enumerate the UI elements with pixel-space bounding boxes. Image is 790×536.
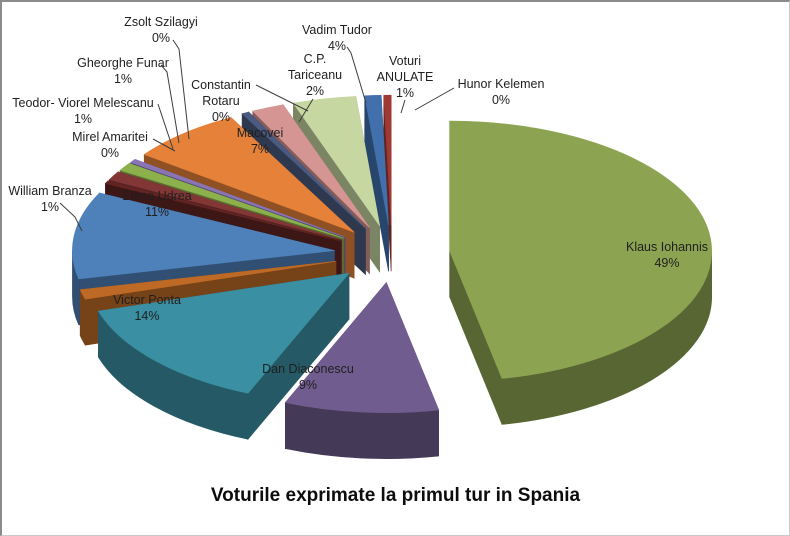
chart-title: Voturile exprimate la primul tur in Span… xyxy=(210,485,581,506)
leader-line-william-branza xyxy=(59,202,83,232)
leader-line-c-p-tariceanu xyxy=(298,98,314,123)
leader-line-hunor-kelemen xyxy=(414,87,455,111)
leader-line-vadim-tudor xyxy=(346,46,367,104)
pie-slice-teodor-viorel-melescanu xyxy=(108,171,342,241)
leader-line-constantin-rotaru xyxy=(255,84,309,112)
leader-line-gheorghe-funar xyxy=(160,64,180,144)
pie-slice-voturi-anulate xyxy=(364,95,389,226)
pie-slice-elena-udrea xyxy=(72,192,335,280)
pie-slice-constantin-rotaru xyxy=(241,111,366,229)
leader-line-voturi-anulate xyxy=(400,99,406,114)
leader-line-mirel-amaritei xyxy=(152,138,176,152)
pie-slice-mirel-amaritei xyxy=(104,180,341,242)
pie-slice-c-p-tariceanu xyxy=(252,104,370,228)
pie-slices xyxy=(72,94,713,459)
pie-slice-william-branza xyxy=(79,261,336,300)
pie-slice-gheorghe-funar xyxy=(119,163,344,239)
pie-slice-hunor-kelemen xyxy=(383,94,392,226)
pie-slice-victor-ponta xyxy=(97,272,350,394)
leader-line-teodor-viorel-melescanu xyxy=(157,103,174,150)
pie-slice-zsolt-szilagyi xyxy=(130,159,346,238)
pie-slice-macovei xyxy=(143,117,355,233)
pie-slice-klaus-iohannis xyxy=(449,120,713,379)
leader-lines xyxy=(59,39,455,232)
leader-line-zsolt-szilagyi xyxy=(172,39,190,140)
pie-slice-dan-diaconescu xyxy=(284,282,440,413)
